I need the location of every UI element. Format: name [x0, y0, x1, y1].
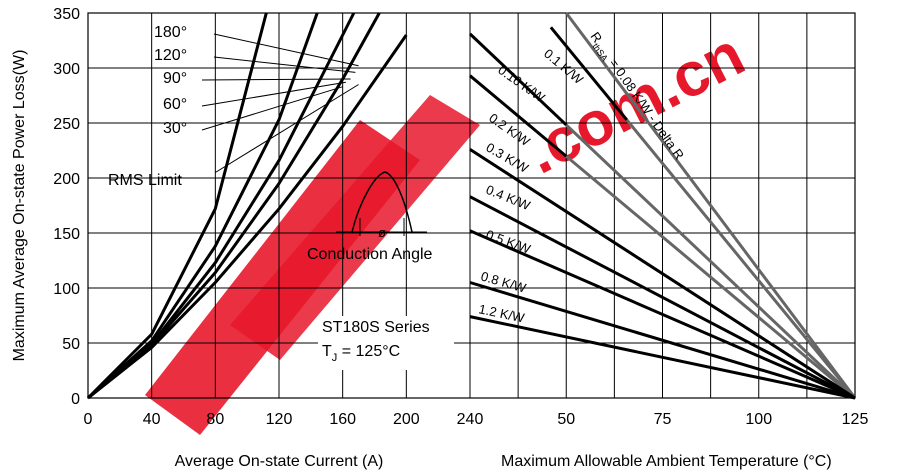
y-tick-label: 250 — [53, 116, 80, 133]
angle-leader — [201, 81, 346, 107]
angle-label: 30° — [163, 120, 187, 137]
x-tick-label: 200 — [393, 411, 420, 428]
conduction-pulse — [351, 171, 413, 233]
y-tick-label: 100 — [53, 281, 80, 298]
y-tick-label: 150 — [53, 226, 80, 243]
thermal-line — [565, 155, 856, 400]
x-tick-label: 75 — [654, 411, 672, 428]
x-axis-label-right: Maximum Allowable Ambient Temperature (°… — [501, 453, 832, 470]
grid — [87, 12, 856, 399]
thermal-line — [469, 281, 856, 400]
series-title: ST180S Series — [322, 319, 430, 336]
angle-leader — [213, 56, 356, 73]
rms-limit-line — [215, 84, 359, 173]
y-tick-label: 0 — [71, 391, 80, 408]
tj-text: TJ = 125°C — [322, 343, 400, 364]
curve-90° — [87, 12, 356, 400]
curves — [86, 12, 857, 400]
plot-frame — [87, 12, 856, 399]
thermal-label: 0.5 K/W — [484, 227, 533, 257]
angle-leader — [201, 86, 343, 131]
tj-symbol: T — [322, 343, 332, 360]
x-tick-label: 240 — [457, 411, 484, 428]
legend-box — [318, 316, 454, 370]
thermal-line — [469, 229, 856, 400]
thermal-line — [469, 195, 856, 400]
y-tick-label: 50 — [62, 336, 80, 353]
x-tick-label: 120 — [266, 411, 293, 428]
angle-label: 120° — [154, 47, 187, 64]
angle-leader — [213, 33, 359, 67]
x-tick-label: 0 — [84, 411, 93, 428]
x-tick-label: 125 — [842, 411, 869, 428]
angle-label: 180° — [154, 24, 187, 41]
thermal-line — [469, 74, 568, 158]
thermal-line — [565, 123, 857, 400]
angle-label: 90° — [163, 70, 187, 87]
x-tick-label: 80 — [206, 411, 224, 428]
y-tick-label: 200 — [53, 171, 80, 188]
x-axis-label-left: Average On-state Current (A) — [175, 453, 384, 470]
angle-leader — [201, 78, 351, 81]
tj-value: = 125°C — [337, 343, 400, 360]
watermark-logo-band — [230, 95, 480, 360]
thermal-line — [549, 26, 629, 121]
thermal-line — [469, 148, 856, 400]
rms-limit-label: RMS Limit — [108, 172, 182, 189]
conduction-angle-label: Conduction Angle — [307, 246, 433, 263]
thermal-line — [469, 315, 856, 400]
y-axis-label: Maximum Average On-state Power Loss(W) — [11, 50, 28, 362]
tj-subscript: J — [332, 352, 338, 364]
curve-60° — [86, 12, 319, 400]
thermal-label: 0.16 K/W — [495, 62, 548, 105]
x-tick-label: 100 — [745, 411, 772, 428]
x-tick-label: 160 — [329, 411, 356, 428]
angle-label: 60° — [163, 96, 187, 113]
thermal-line — [468, 32, 568, 127]
curve-30° — [86, 12, 268, 400]
x-tick-label: 50 — [557, 411, 575, 428]
thermal-line — [565, 12, 857, 399]
phi-label: ø — [378, 225, 386, 240]
x-tick-label: 40 — [143, 411, 161, 428]
thermal-label: 0.1 K/W — [541, 46, 587, 88]
y-tick-label: 300 — [53, 61, 80, 78]
y-tick-label: 350 — [53, 6, 80, 23]
thermal-line — [625, 119, 857, 399]
